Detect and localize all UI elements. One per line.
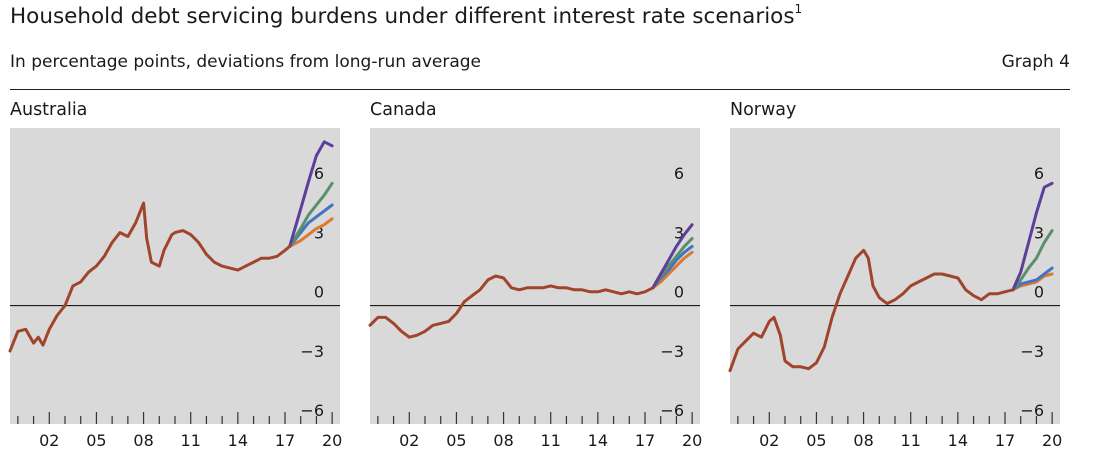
panel-title-canada: Canada xyxy=(370,100,437,120)
y-tick-label: −3 xyxy=(300,342,324,361)
y-tick-label: 0 xyxy=(1034,283,1044,302)
panel-title-australia: Australia xyxy=(10,100,88,120)
y-tick-label: 6 xyxy=(1034,164,1044,183)
series-line-4 xyxy=(288,140,334,248)
chart-norway: 6 3 0 −3 −6 02 05 08 11 14 17 20 xyxy=(728,128,1062,450)
series-line-1 xyxy=(288,217,334,248)
chart-subtitle: In percentage points, deviations from lo… xyxy=(10,52,481,72)
plot-background xyxy=(730,128,1060,424)
x-tick-label: 14 xyxy=(588,431,608,450)
plot-background xyxy=(370,128,700,424)
x-tick-label: 02 xyxy=(39,431,59,450)
plot-background xyxy=(10,128,340,424)
header-rule xyxy=(10,89,1070,90)
x-tick-label: 11 xyxy=(181,431,201,450)
x-tick-label: 20 xyxy=(682,431,702,450)
y-tick-label: 3 xyxy=(1034,223,1044,242)
x-tick-label: 05 xyxy=(446,431,466,450)
series-line-4 xyxy=(651,223,694,290)
x-tick-label: 05 xyxy=(806,431,826,450)
x-tick-label: 17 xyxy=(995,431,1015,450)
y-tick-label: −6 xyxy=(660,401,684,420)
x-tick-label: 11 xyxy=(541,431,561,450)
y-tick-label: 3 xyxy=(314,223,324,242)
chart-title: Household debt servicing burdens under d… xyxy=(10,2,803,30)
x-tick-label: 11 xyxy=(901,431,921,450)
y-tick-label: 0 xyxy=(674,283,684,302)
y-tick-label: −6 xyxy=(300,401,324,420)
x-tick-label: 02 xyxy=(759,431,779,450)
x-tick-label: 14 xyxy=(228,431,248,450)
footnote-marker: 1 xyxy=(794,2,803,16)
series-line-3 xyxy=(288,181,334,248)
y-tick-label: −3 xyxy=(660,342,684,361)
y-tick-label: −3 xyxy=(1020,342,1044,361)
x-tick-label: 20 xyxy=(322,431,342,450)
y-tick-label: 0 xyxy=(314,283,324,302)
x-tick-label: 08 xyxy=(133,431,153,450)
series-line-3 xyxy=(1011,229,1054,292)
chart-canada: 6 3 0 −3 −6 02 05 08 11 14 17 20 xyxy=(368,128,702,450)
y-tick-label: 3 xyxy=(674,223,684,242)
series-line-4 xyxy=(1011,181,1054,292)
series-line-2 xyxy=(288,203,334,248)
chart-australia: 6 3 0 −3 −6 02 05 08 11 14 17 20 xyxy=(8,128,342,450)
x-tick-label: 05 xyxy=(86,431,106,450)
y-tick-label: −6 xyxy=(1020,401,1044,420)
x-tick-label: 08 xyxy=(493,431,513,450)
x-tick-label: 02 xyxy=(399,431,419,450)
series-line-0 xyxy=(8,201,292,353)
x-tick-label: 17 xyxy=(275,431,295,450)
graph-number: Graph 4 xyxy=(1001,52,1070,72)
series-line-0 xyxy=(368,274,655,339)
x-tick-label: 08 xyxy=(853,431,873,450)
y-tick-label: 6 xyxy=(674,164,684,183)
series-line-1 xyxy=(651,250,694,290)
y-tick-label: 6 xyxy=(314,164,324,183)
x-tick-label: 14 xyxy=(948,431,968,450)
x-tick-label: 17 xyxy=(635,431,655,450)
panel-title-norway: Norway xyxy=(730,100,797,120)
series-line-2 xyxy=(1011,266,1054,292)
series-line-0 xyxy=(728,248,1015,373)
x-tick-label: 20 xyxy=(1042,431,1062,450)
